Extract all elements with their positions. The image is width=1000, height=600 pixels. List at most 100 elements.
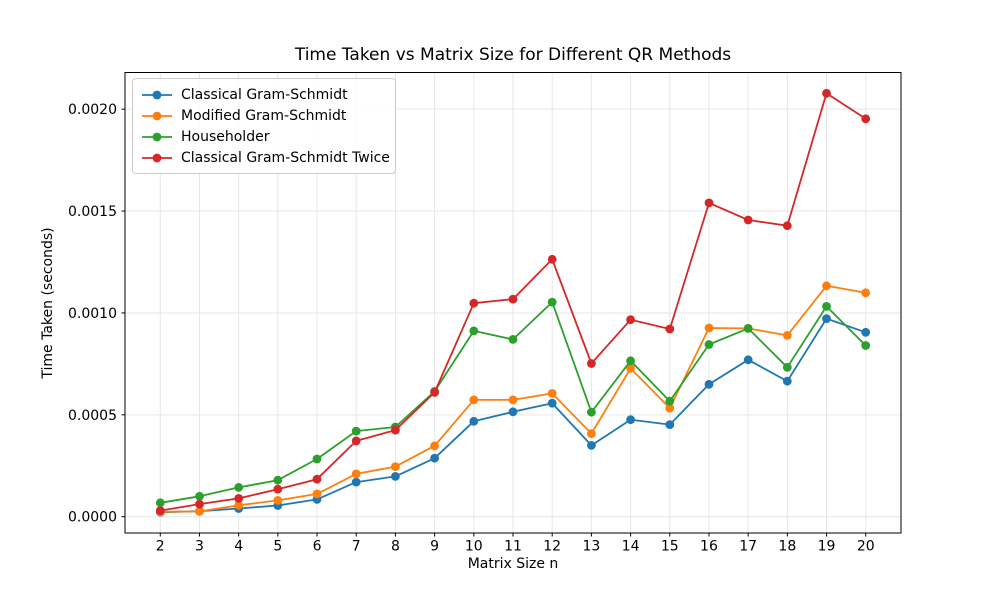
y-tick-label: 0.0010 — [68, 306, 117, 322]
x-tick-label: 6 — [313, 539, 322, 555]
marker-householder — [234, 483, 244, 492]
x-tick-label: 4 — [234, 539, 243, 555]
legend-item-label: Classical Gram-Schmidt Twice — [181, 149, 390, 166]
marker-classical-gram-schmidt — [469, 416, 479, 426]
y-axis-label: Time Taken (seconds) — [40, 227, 56, 379]
marker-modified-gram-schmidt — [195, 507, 204, 516]
marker-classical-gram-schmidt — [587, 441, 596, 450]
legend-swatch-icon — [142, 153, 172, 162]
legend-swatch-icon — [142, 132, 172, 141]
marker-classical-gram-schmidt-twice — [822, 88, 831, 98]
x-tick-label: 7 — [352, 539, 361, 555]
marker-classical-gram-schmidt — [665, 420, 675, 429]
marker-classical-gram-schmidt-twice — [351, 436, 361, 446]
marker-classical-gram-schmidt — [704, 379, 714, 389]
marker-classical-gram-schmidt-twice — [782, 221, 792, 231]
marker-classical-gram-schmidt — [430, 453, 439, 463]
marker-modified-gram-schmidt — [861, 288, 871, 298]
marker-classical-gram-schmidt-twice — [665, 324, 675, 334]
x-tick-label: 20 — [857, 539, 875, 555]
marker-modified-gram-schmidt — [782, 331, 792, 340]
marker-classical-gram-schmidt-twice — [312, 474, 322, 484]
x-tick-label: 18 — [778, 539, 796, 555]
x-tick-label: 9 — [430, 539, 439, 555]
marker-modified-gram-schmidt — [508, 395, 518, 405]
marker-classical-gram-schmidt — [626, 415, 635, 425]
marker-classical-gram-schmidt-twice — [861, 114, 871, 124]
y-tick-label: 0.0020 — [68, 102, 117, 118]
marker-classical-gram-schmidt-twice — [587, 359, 596, 368]
legend-item-householder: Householder — [141, 126, 387, 147]
legend-item-classical-gram-schmidt-twice: Classical Gram-Schmidt Twice — [141, 147, 390, 168]
x-tick-label: 17 — [739, 539, 757, 555]
ticks — [121, 108, 867, 537]
marker-modified-gram-schmidt — [822, 281, 831, 291]
marker-householder — [626, 356, 635, 366]
y-tick-label: 0.0015 — [68, 204, 117, 220]
x-tick-label: 8 — [391, 539, 400, 555]
marker-householder — [351, 426, 361, 436]
marker-householder — [273, 475, 283, 485]
x-tick-label: 13 — [582, 539, 600, 555]
marker-householder — [704, 340, 714, 349]
x-tick-label: 10 — [465, 539, 483, 555]
marker-classical-gram-schmidt — [351, 477, 361, 487]
marker-householder — [155, 498, 165, 508]
tick-labels: 2 3 4 5 6 7 8 9 10 11 12 13 14 15 16 17 18 19 20 0.0000 0.00… — [68, 102, 875, 554]
marker-modified-gram-schmidt — [665, 403, 675, 413]
legend-item-label: Classical Gram-Schmidt — [181, 86, 348, 103]
marker-householder — [508, 335, 518, 344]
chart-title: Time Taken vs Matrix Size for Different … — [294, 45, 732, 65]
marker-classical-gram-schmidt-twice — [430, 388, 439, 397]
legend-swatch-icon — [142, 111, 172, 120]
marker-classical-gram-schmidt — [547, 398, 557, 408]
marker-modified-gram-schmidt — [273, 496, 283, 505]
marker-modified-gram-schmidt — [587, 429, 596, 438]
marker-modified-gram-schmidt — [430, 441, 439, 451]
x-tick-label: 5 — [273, 539, 282, 555]
x-tick-label: 19 — [818, 539, 836, 555]
x-tick-label: 12 — [543, 539, 561, 555]
x-tick-label: 11 — [504, 539, 522, 555]
marker-householder — [195, 491, 204, 501]
marker-householder — [547, 297, 557, 307]
marker-modified-gram-schmidt — [626, 364, 635, 373]
marker-householder — [665, 396, 675, 406]
marker-classical-gram-schmidt — [508, 407, 518, 417]
marker-classical-gram-schmidt-twice — [155, 506, 165, 515]
marker-classical-gram-schmidt — [822, 314, 831, 323]
legend-item-modified-gram-schmidt: Modified Gram-Schmidt — [141, 105, 387, 126]
marker-classical-gram-schmidt — [391, 472, 400, 481]
marker-householder — [822, 302, 831, 311]
legend-swatch-icon — [142, 90, 172, 99]
legend: Classical Gram-Schmidt Modified Gram-Schm… — [132, 78, 396, 174]
marker-classical-gram-schmidt-twice — [195, 499, 204, 509]
marker-modified-gram-schmidt — [469, 395, 479, 405]
marker-householder — [469, 326, 479, 336]
y-tick-label: 0.0005 — [68, 408, 117, 424]
x-tick-label: 2 — [156, 539, 165, 555]
marker-modified-gram-schmidt — [351, 469, 361, 479]
marker-householder — [587, 407, 596, 417]
marker-modified-gram-schmidt — [391, 462, 400, 471]
marker-classical-gram-schmidt — [743, 355, 753, 365]
legend-item-label: Householder — [181, 128, 270, 145]
marker-classical-gram-schmidt-twice — [626, 315, 635, 325]
y-tick-label: 0.0000 — [68, 510, 117, 526]
series-classical-gram-schmidt-twice — [155, 88, 871, 515]
marker-classical-gram-schmidt-twice — [508, 294, 518, 304]
x-tick-label: 16 — [700, 539, 718, 555]
legend-item-label: Modified Gram-Schmidt — [181, 107, 347, 124]
marker-classical-gram-schmidt-twice — [234, 494, 244, 503]
marker-classical-gram-schmidt-twice — [704, 198, 714, 208]
marker-classical-gram-schmidt-twice — [391, 425, 400, 435]
marker-classical-gram-schmidt-twice — [547, 254, 557, 264]
marker-classical-gram-schmidt-twice — [273, 484, 283, 494]
marker-householder — [861, 341, 871, 350]
x-tick-label: 3 — [195, 539, 204, 555]
x-tick-label: 14 — [622, 539, 640, 555]
marker-householder — [782, 362, 792, 372]
marker-classical-gram-schmidt — [861, 327, 871, 337]
